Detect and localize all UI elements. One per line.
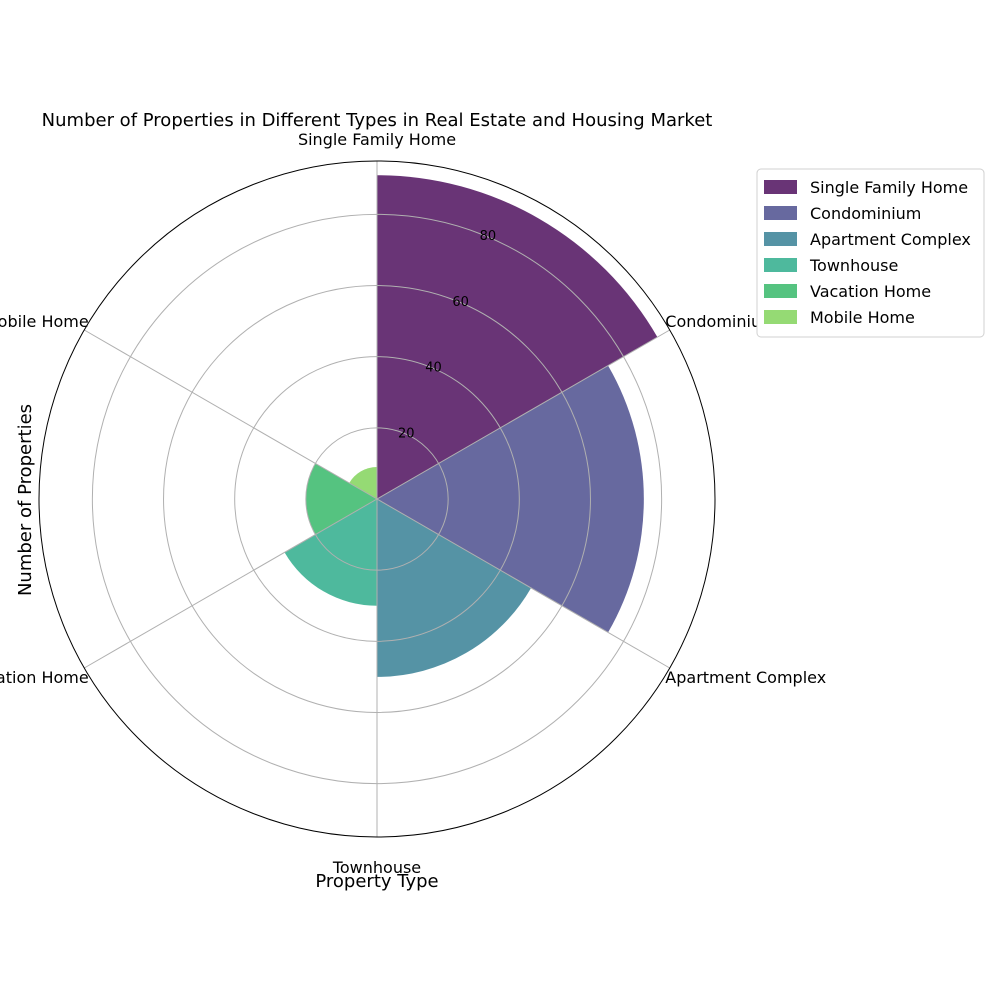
radial-tick-label: 60 <box>452 295 469 310</box>
grid-spoke <box>376 498 670 669</box>
bar-condominium <box>377 365 644 633</box>
grid-spoke <box>376 329 670 500</box>
legend-label: Apartment Complex <box>810 230 971 249</box>
legend-swatch-condominium <box>764 206 797 220</box>
category-label: Apartment Complex <box>665 668 826 687</box>
category-label: Townhouse <box>332 858 421 877</box>
bar-townhouse <box>284 499 377 606</box>
legend-label: Single Family Home <box>810 178 968 197</box>
bar-vacation-home <box>305 463 377 535</box>
legend-swatch-single-family-home <box>764 180 797 194</box>
bar-apartment-complex <box>377 499 532 677</box>
category-label: Single Family Home <box>298 130 456 149</box>
grid-layer <box>38 160 716 838</box>
legend-swatch-townhouse <box>764 258 797 272</box>
legend-swatch-apartment-complex <box>764 232 797 246</box>
chart-title: Number of Properties in Different Types … <box>42 110 713 131</box>
grid-spoke <box>84 329 378 500</box>
radial-tick-label: 80 <box>480 229 497 244</box>
legend-label: Mobile Home <box>810 308 915 327</box>
category-label: Mobile Home <box>0 312 89 331</box>
radial-tick-label: 20 <box>398 426 415 441</box>
x-axis-label: Property Type <box>315 871 438 892</box>
radial-tick-label: 40 <box>425 361 442 376</box>
legend-swatch-vacation-home <box>764 284 797 298</box>
legend-label: Condominium <box>810 204 921 223</box>
category-labels: Single Family Home Condominium Apartment C… <box>0 130 826 877</box>
bar-single-family-home <box>377 175 658 500</box>
legend: Single Family Home Condominium Apartment C… <box>756 168 985 338</box>
legend-label: Vacation Home <box>810 282 931 301</box>
y-axis-label: Number of Properties <box>15 404 36 596</box>
legend-label: Townhouse <box>809 256 898 275</box>
grid-spoke <box>84 498 378 669</box>
category-label: Condominium <box>665 312 776 331</box>
category-label: Vacation Home <box>0 668 89 687</box>
polar-frame <box>38 160 716 838</box>
bar-mobile-home <box>349 466 377 499</box>
legend-swatch-mobile-home <box>764 310 797 324</box>
bars-layer <box>284 175 658 677</box>
legend-frame <box>756 168 985 338</box>
radial-tick-labels: 20 40 60 80 <box>398 229 496 441</box>
